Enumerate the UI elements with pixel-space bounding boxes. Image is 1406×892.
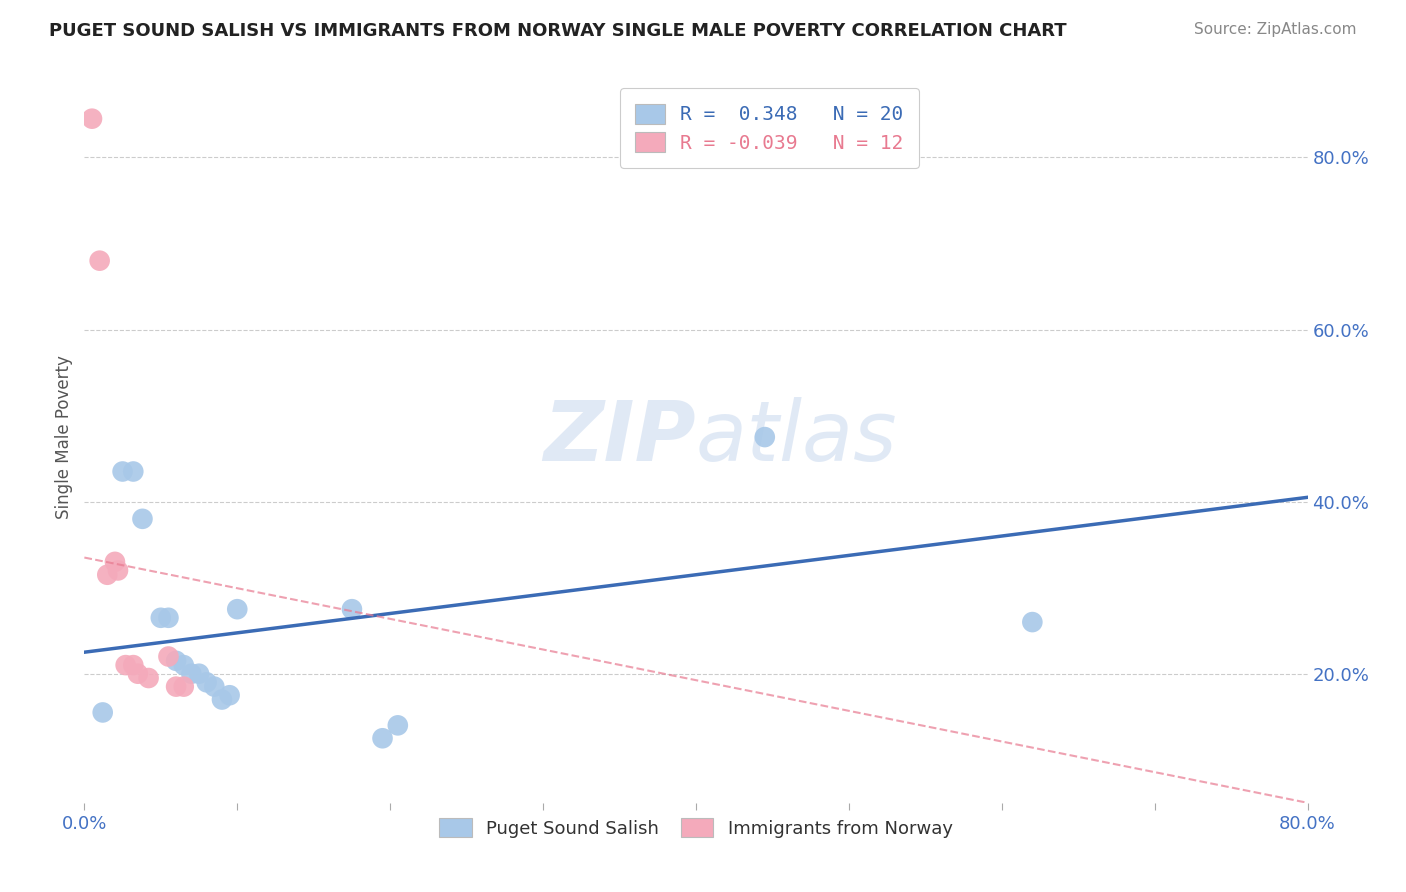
Point [226,602,249,616]
Point [1021,615,1043,629]
Point [111,465,134,479]
Text: PUGET SOUND SALISH VS IMMIGRANTS FROM NORWAY SINGLE MALE POVERTY CORRELATION CHA: PUGET SOUND SALISH VS IMMIGRANTS FROM NO… [49,22,1067,40]
Point [340,602,363,616]
Point [754,430,776,444]
Point [387,718,409,732]
Point [188,666,211,681]
Point [157,649,180,664]
Point [122,658,145,673]
Point [131,512,153,526]
Point [89,253,111,268]
Point [173,680,195,694]
Point [96,567,118,582]
Point [149,611,172,625]
Point [180,666,202,681]
Point [138,671,160,685]
Point [122,465,145,479]
Point [165,680,187,694]
Point [173,658,195,673]
Point [127,666,149,681]
Point [165,654,187,668]
Legend: Puget Sound Salish, Immigrants from Norway: Puget Sound Salish, Immigrants from Norw… [432,811,960,845]
Point [80,112,103,126]
Point [195,675,218,690]
Point [104,555,127,569]
Point [107,564,129,578]
Text: Source: ZipAtlas.com: Source: ZipAtlas.com [1194,22,1357,37]
Point [114,658,136,673]
Text: ZIP: ZIP [543,397,696,477]
Point [218,688,240,702]
Point [157,611,180,625]
Point [211,692,233,706]
Point [91,706,114,720]
Y-axis label: Single Male Poverty: Single Male Poverty [55,355,73,519]
Point [371,731,394,746]
Point [202,680,225,694]
Text: atlas: atlas [696,397,897,477]
